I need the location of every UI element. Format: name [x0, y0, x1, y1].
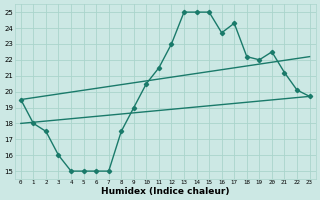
- X-axis label: Humidex (Indice chaleur): Humidex (Indice chaleur): [101, 187, 229, 196]
